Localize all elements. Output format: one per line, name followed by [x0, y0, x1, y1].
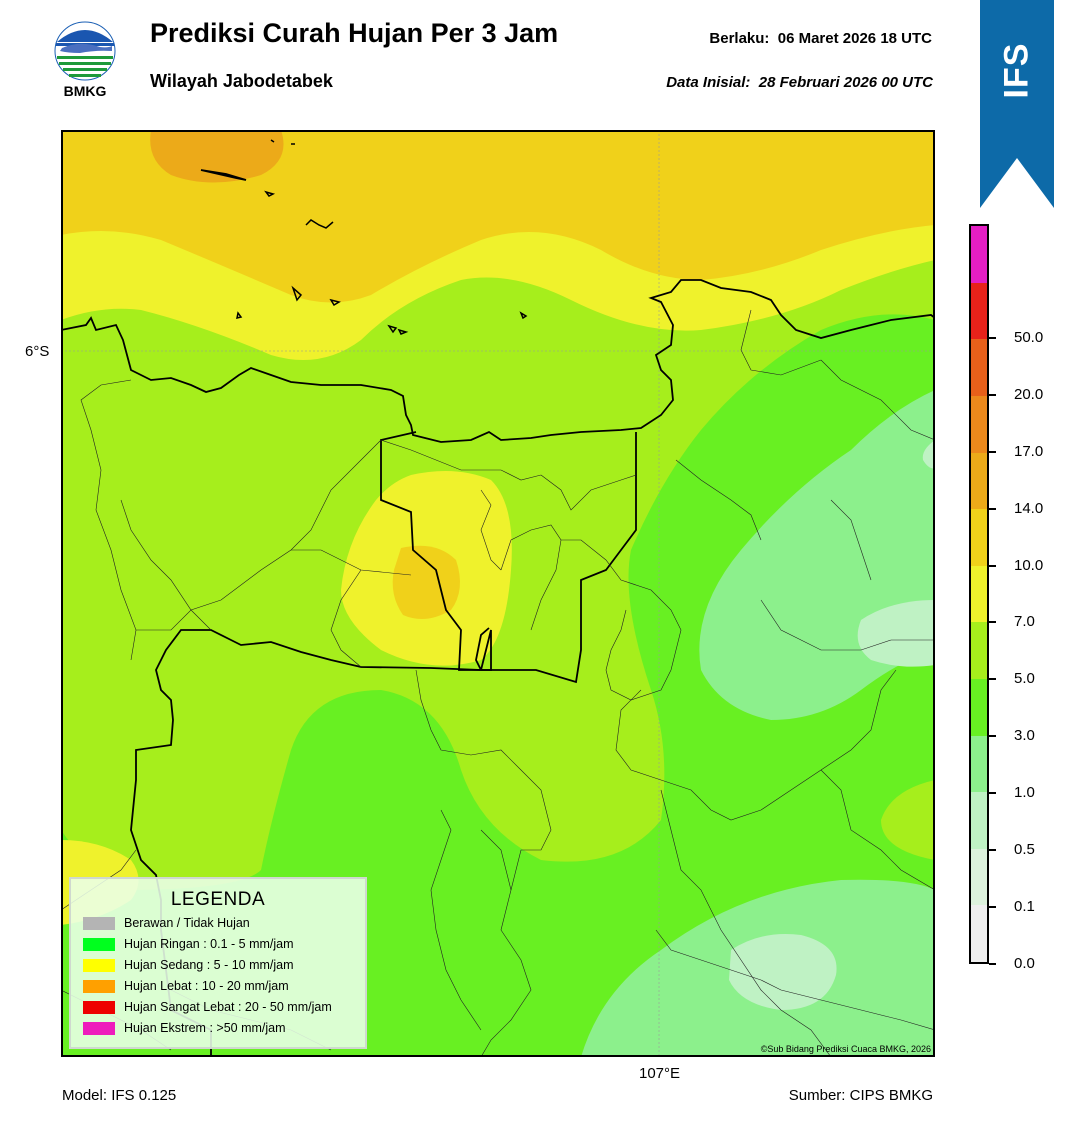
legend-swatch [83, 979, 115, 993]
island [387, 324, 398, 334]
legend-item-label: Hujan Ringan : 0.1 - 5 mm/jam [124, 937, 294, 951]
colorbar-segment [971, 509, 987, 566]
colorbar-segment [971, 905, 987, 962]
colorbar-segment [971, 848, 987, 906]
page-title: Prediksi Curah Hujan Per 3 Jam [150, 18, 559, 48]
legend-item-label: Hujan Lebat : 10 - 20 mm/jam [124, 979, 289, 993]
rain-zone-7-10-north [61, 130, 935, 303]
latitude-tick-label: 6°S [25, 343, 50, 360]
colorbar-tick-label: 20.0 [1014, 385, 1044, 403]
source-label: Sumber: CIPS BMKG [788, 1087, 933, 1104]
colorbar-segment [971, 452, 987, 510]
island-chain [305, 219, 334, 229]
colorbar-tick-label: 50.0 [1014, 328, 1044, 346]
bmkg-logo: BMKG [50, 20, 120, 102]
colorbar-tick [989, 393, 996, 396]
legend-item-label: Hujan Sedang : 5 - 10 mm/jam [124, 958, 294, 972]
legend-item-label: Hujan Sangat Lebat : 20 - 50 mm/jam [124, 1000, 332, 1014]
rainfall-map[interactable] [61, 130, 935, 1057]
valid-time: Berlaku: 06 Maret 2026 18 UTC [709, 30, 932, 47]
colorbar-tick-label: 0.0 [1014, 955, 1035, 972]
legend-item: Hujan Ekstrem : >50 mm/jam [83, 1019, 286, 1037]
colorbar-segment [971, 226, 987, 283]
rain-zone-3-5-east [881, 780, 935, 860]
island [519, 311, 528, 320]
colorbar-tick [989, 906, 996, 909]
island [200, 169, 247, 181]
ifs-badge-label: IFS [997, 42, 1036, 98]
colorbar-segment [971, 622, 987, 679]
map-credit: ©Sub Bidang Prediksi Cuaca BMKG, 2026 [760, 1044, 931, 1054]
ifs-badge: IFS [980, 40, 1054, 100]
island [270, 139, 275, 143]
colorbar-tick [989, 963, 996, 965]
island [236, 311, 243, 320]
province-boundary [380, 431, 492, 671]
colorbar-segment [971, 792, 987, 849]
colorbar-segment [971, 282, 987, 340]
colorbar-tick [989, 564, 996, 567]
colorbar-tick-label: 0.5 [1014, 841, 1035, 859]
colorbar-tick [989, 735, 996, 738]
colorbar-tick-label: 0.1 [1014, 898, 1035, 916]
colorbar-tick [989, 450, 996, 453]
initial-data-time: Data Inisial: 28 Februari 2026 00 UTC [666, 74, 933, 91]
colorbar-tick-label: 5.0 [1014, 670, 1035, 688]
colorbar-tick [989, 336, 996, 339]
colorbar-segment [971, 735, 987, 793]
rain-zone-7-10-central [392, 545, 460, 619]
legend-item-label: Hujan Ekstrem : >50 mm/jam [124, 1021, 286, 1035]
map-frame [61, 130, 935, 1057]
colorbar-tick [989, 849, 996, 852]
rainfall-map-canvas[interactable] [61, 130, 935, 1057]
colorbar-segment [971, 395, 987, 453]
legend-swatch [83, 958, 115, 972]
island [264, 190, 276, 197]
colorbar-tick [989, 621, 996, 624]
colorbar-tick [989, 507, 996, 510]
colorbar-tick-label: 17.0 [1014, 442, 1044, 460]
legend-swatch [83, 916, 115, 930]
rain-zone-10-14-north [150, 130, 284, 183]
colorbar-tick-label: 14.0 [1014, 499, 1044, 517]
longitude-tick-label: 107°E [639, 1065, 681, 1082]
colorbar-tick [989, 792, 996, 795]
legend-item: Berawan / Tidak Hujan [83, 914, 250, 932]
island [291, 285, 303, 302]
rain-zone-0.1-0.5-southeast [729, 934, 837, 1010]
legend-swatch [83, 937, 115, 951]
colorbar-tick-label: 7.0 [1014, 613, 1035, 631]
legend-item: Hujan Ringan : 0.1 - 5 mm/jam [83, 935, 294, 953]
legend-item: Hujan Lebat : 10 - 20 mm/jam [83, 977, 289, 995]
model-label: Model: IFS 0.125 [62, 1087, 177, 1104]
legend-item: Hujan Sangat Lebat : 20 - 50 mm/jam [83, 998, 332, 1016]
colorbar-tick [989, 678, 996, 681]
colorbar-tick-label: 3.0 [1014, 727, 1035, 745]
rainfall-colorbar [969, 224, 989, 964]
legend-item-label: Berawan / Tidak Hujan [124, 916, 250, 930]
rain-zone-0.1-0.5-east [857, 600, 935, 667]
colorbar-tick-label: 1.0 [1014, 784, 1035, 802]
island [397, 328, 409, 335]
ifs-ribbon-banner [980, 0, 1054, 208]
legend-title: LEGENDA [170, 889, 266, 910]
legend-swatch [83, 1021, 115, 1035]
coastline [61, 279, 935, 443]
colorbar-segment [971, 339, 987, 396]
bmkg-emblem-icon [54, 21, 116, 81]
colorbar-tick-label: 10.0 [1014, 556, 1044, 574]
legend-panel: LEGENDA Berawan / Tidak Hujan Hujan Ringa… [69, 877, 367, 1049]
rain-zone-0.1-0.5-east-edge [922, 440, 935, 469]
region-subtitle: Wilayah Jabodetabek [150, 71, 333, 91]
colorbar-segment [971, 678, 987, 736]
legend-item: Hujan Sedang : 5 - 10 mm/jam [83, 956, 294, 974]
colorbar-segment [971, 565, 987, 623]
legend-swatch [83, 1000, 115, 1014]
logo-text: BMKG [63, 83, 107, 99]
island [329, 298, 341, 307]
